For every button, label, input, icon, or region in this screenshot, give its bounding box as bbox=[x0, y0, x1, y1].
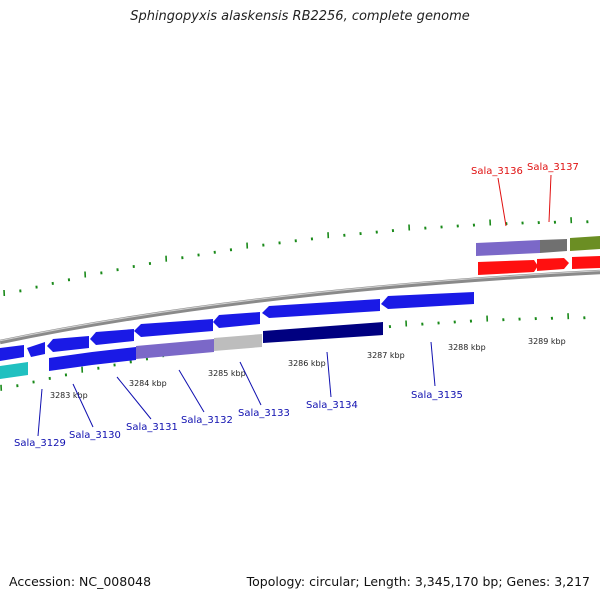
genome-backbone-highlight bbox=[0, 270, 600, 342]
gene-feature[interactable] bbox=[47, 336, 89, 352]
upper-tick-row bbox=[3, 217, 589, 297]
leader-line bbox=[326, 351, 332, 398]
gene-label-sala-3132[interactable]: Sala_3132 bbox=[181, 415, 233, 426]
gene-feature[interactable] bbox=[0, 345, 24, 361]
reverse-strand-features bbox=[0, 292, 474, 379]
accession-text: Accession: NC_008048 bbox=[9, 574, 152, 589]
kbp-label: 3287 kbp bbox=[367, 351, 405, 360]
gene-leader-lines bbox=[37, 174, 552, 437]
gene-feature-sala-3134[interactable] bbox=[263, 322, 383, 343]
gene-feature[interactable] bbox=[134, 319, 213, 337]
gene-label-sala-3135[interactable]: Sala_3135 bbox=[411, 390, 463, 401]
leader-line bbox=[239, 361, 262, 406]
topology-summary-text: Topology: circular; Length: 3,345,170 bp… bbox=[246, 574, 590, 589]
gene-feature[interactable] bbox=[262, 299, 380, 318]
gene-label-sala-3136[interactable]: Sala_3136 bbox=[471, 166, 523, 177]
gene-label-sala-3131[interactable]: Sala_3131 bbox=[126, 422, 178, 433]
leader-line bbox=[430, 341, 436, 387]
gene-feature-sala-3137[interactable] bbox=[537, 258, 569, 271]
kbp-label: 3284 kbp bbox=[129, 379, 167, 388]
gene-feature[interactable] bbox=[572, 256, 600, 269]
leader-line bbox=[178, 369, 205, 413]
leader-line bbox=[497, 177, 507, 227]
kbp-label: 3283 kbp bbox=[50, 391, 88, 400]
kbp-scale: 3283 kbp 3284 kbp 3285 kbp 3286 kbp 3287… bbox=[50, 337, 566, 400]
gene-feature-sala-3133[interactable] bbox=[214, 334, 262, 351]
gene-label-sala-3133[interactable]: Sala_3133 bbox=[238, 408, 290, 419]
gene-feature[interactable] bbox=[0, 362, 28, 379]
gene-label-sala-3134[interactable]: Sala_3134 bbox=[306, 400, 358, 411]
gene-feature[interactable] bbox=[27, 342, 45, 357]
kbp-label: 3288 kbp bbox=[448, 343, 486, 352]
gene-feature[interactable] bbox=[476, 240, 540, 256]
gene-feature-sala-3131[interactable] bbox=[92, 347, 136, 365]
forward-strand-features bbox=[476, 236, 600, 275]
kbp-label: 3286 kbp bbox=[288, 359, 326, 368]
leader-line bbox=[548, 174, 552, 223]
gene-feature-sala-3132[interactable] bbox=[136, 339, 214, 359]
gene-feature-sala-3136[interactable] bbox=[478, 260, 538, 275]
gene-feature[interactable] bbox=[213, 312, 260, 328]
gene-feature[interactable] bbox=[540, 239, 567, 253]
leader-line bbox=[72, 383, 94, 428]
gene-labels: Sala_3129 Sala_3130 Sala_3131 Sala_3132 … bbox=[14, 162, 579, 449]
kbp-label: 3289 kbp bbox=[528, 337, 566, 346]
gene-feature-sala-3130[interactable] bbox=[49, 352, 92, 371]
leader-line bbox=[37, 388, 43, 437]
kbp-label: 3285 kbp bbox=[208, 369, 246, 378]
gene-label-sala-3130[interactable]: Sala_3130 bbox=[69, 430, 121, 441]
gene-label-sala-3129[interactable]: Sala_3129 bbox=[14, 438, 66, 449]
gene-feature[interactable] bbox=[90, 329, 134, 345]
gene-feature[interactable] bbox=[381, 292, 474, 309]
genome-backbone bbox=[0, 269, 600, 345]
gene-feature[interactable] bbox=[570, 236, 600, 251]
gene-label-sala-3137[interactable]: Sala_3137 bbox=[527, 162, 579, 173]
map-title: Sphingopyxis alaskensis RB2256, complete… bbox=[130, 9, 470, 24]
leader-line bbox=[116, 376, 152, 420]
